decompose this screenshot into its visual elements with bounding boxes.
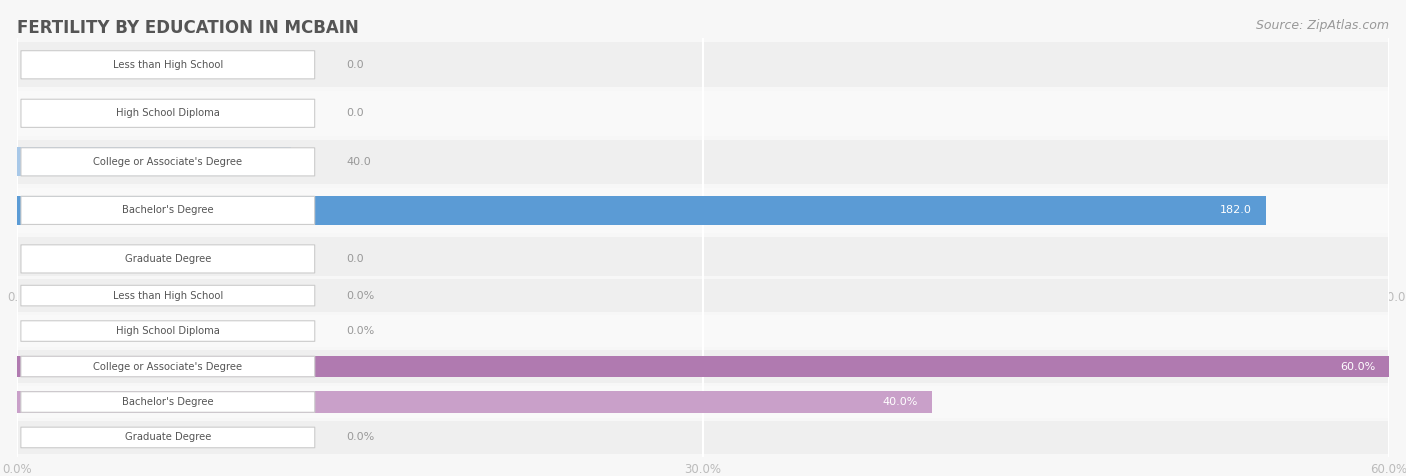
Bar [17,91,1389,136]
Text: Bachelor's Degree: Bachelor's Degree [122,397,214,407]
Text: 0.0%: 0.0% [346,433,374,443]
FancyBboxPatch shape [21,245,315,273]
FancyBboxPatch shape [21,427,315,448]
Bar [17,42,1389,87]
Bar [17,279,1389,312]
Bar [17,139,1389,184]
Text: College or Associate's Degree: College or Associate's Degree [93,361,242,372]
FancyBboxPatch shape [21,148,315,176]
Bar [17,350,1389,383]
Text: Source: ZipAtlas.com: Source: ZipAtlas.com [1256,19,1389,32]
Text: 0.0: 0.0 [346,254,364,264]
Text: 40.0: 40.0 [346,157,371,167]
Text: 182.0: 182.0 [1220,205,1251,215]
Bar [17,147,291,177]
FancyBboxPatch shape [21,285,315,306]
Text: 0.0%: 0.0% [346,326,374,336]
FancyBboxPatch shape [21,321,315,341]
Text: Less than High School: Less than High School [112,290,224,300]
FancyBboxPatch shape [21,356,315,377]
Bar [17,188,1389,233]
Bar [17,356,1389,377]
Text: High School Diploma: High School Diploma [115,109,219,119]
Text: High School Diploma: High School Diploma [115,326,219,336]
FancyBboxPatch shape [21,196,315,225]
Text: Graduate Degree: Graduate Degree [125,433,211,443]
FancyBboxPatch shape [21,99,315,128]
Bar [17,196,1265,225]
Text: Less than High School: Less than High School [112,60,224,70]
Text: College or Associate's Degree: College or Associate's Degree [93,157,242,167]
FancyBboxPatch shape [21,51,315,79]
Text: 0.0%: 0.0% [346,290,374,300]
Text: Bachelor's Degree: Bachelor's Degree [122,205,214,215]
Text: Graduate Degree: Graduate Degree [125,254,211,264]
Bar [17,237,1389,281]
Text: 60.0%: 60.0% [1340,361,1375,372]
Bar [17,421,1389,454]
Text: 0.0: 0.0 [346,60,364,70]
Bar [17,386,1389,418]
Bar [17,315,1389,347]
FancyBboxPatch shape [21,392,315,412]
Text: 0.0: 0.0 [346,109,364,119]
Text: 40.0%: 40.0% [883,397,918,407]
Text: FERTILITY BY EDUCATION IN MCBAIN: FERTILITY BY EDUCATION IN MCBAIN [17,19,359,37]
Bar [17,391,932,413]
